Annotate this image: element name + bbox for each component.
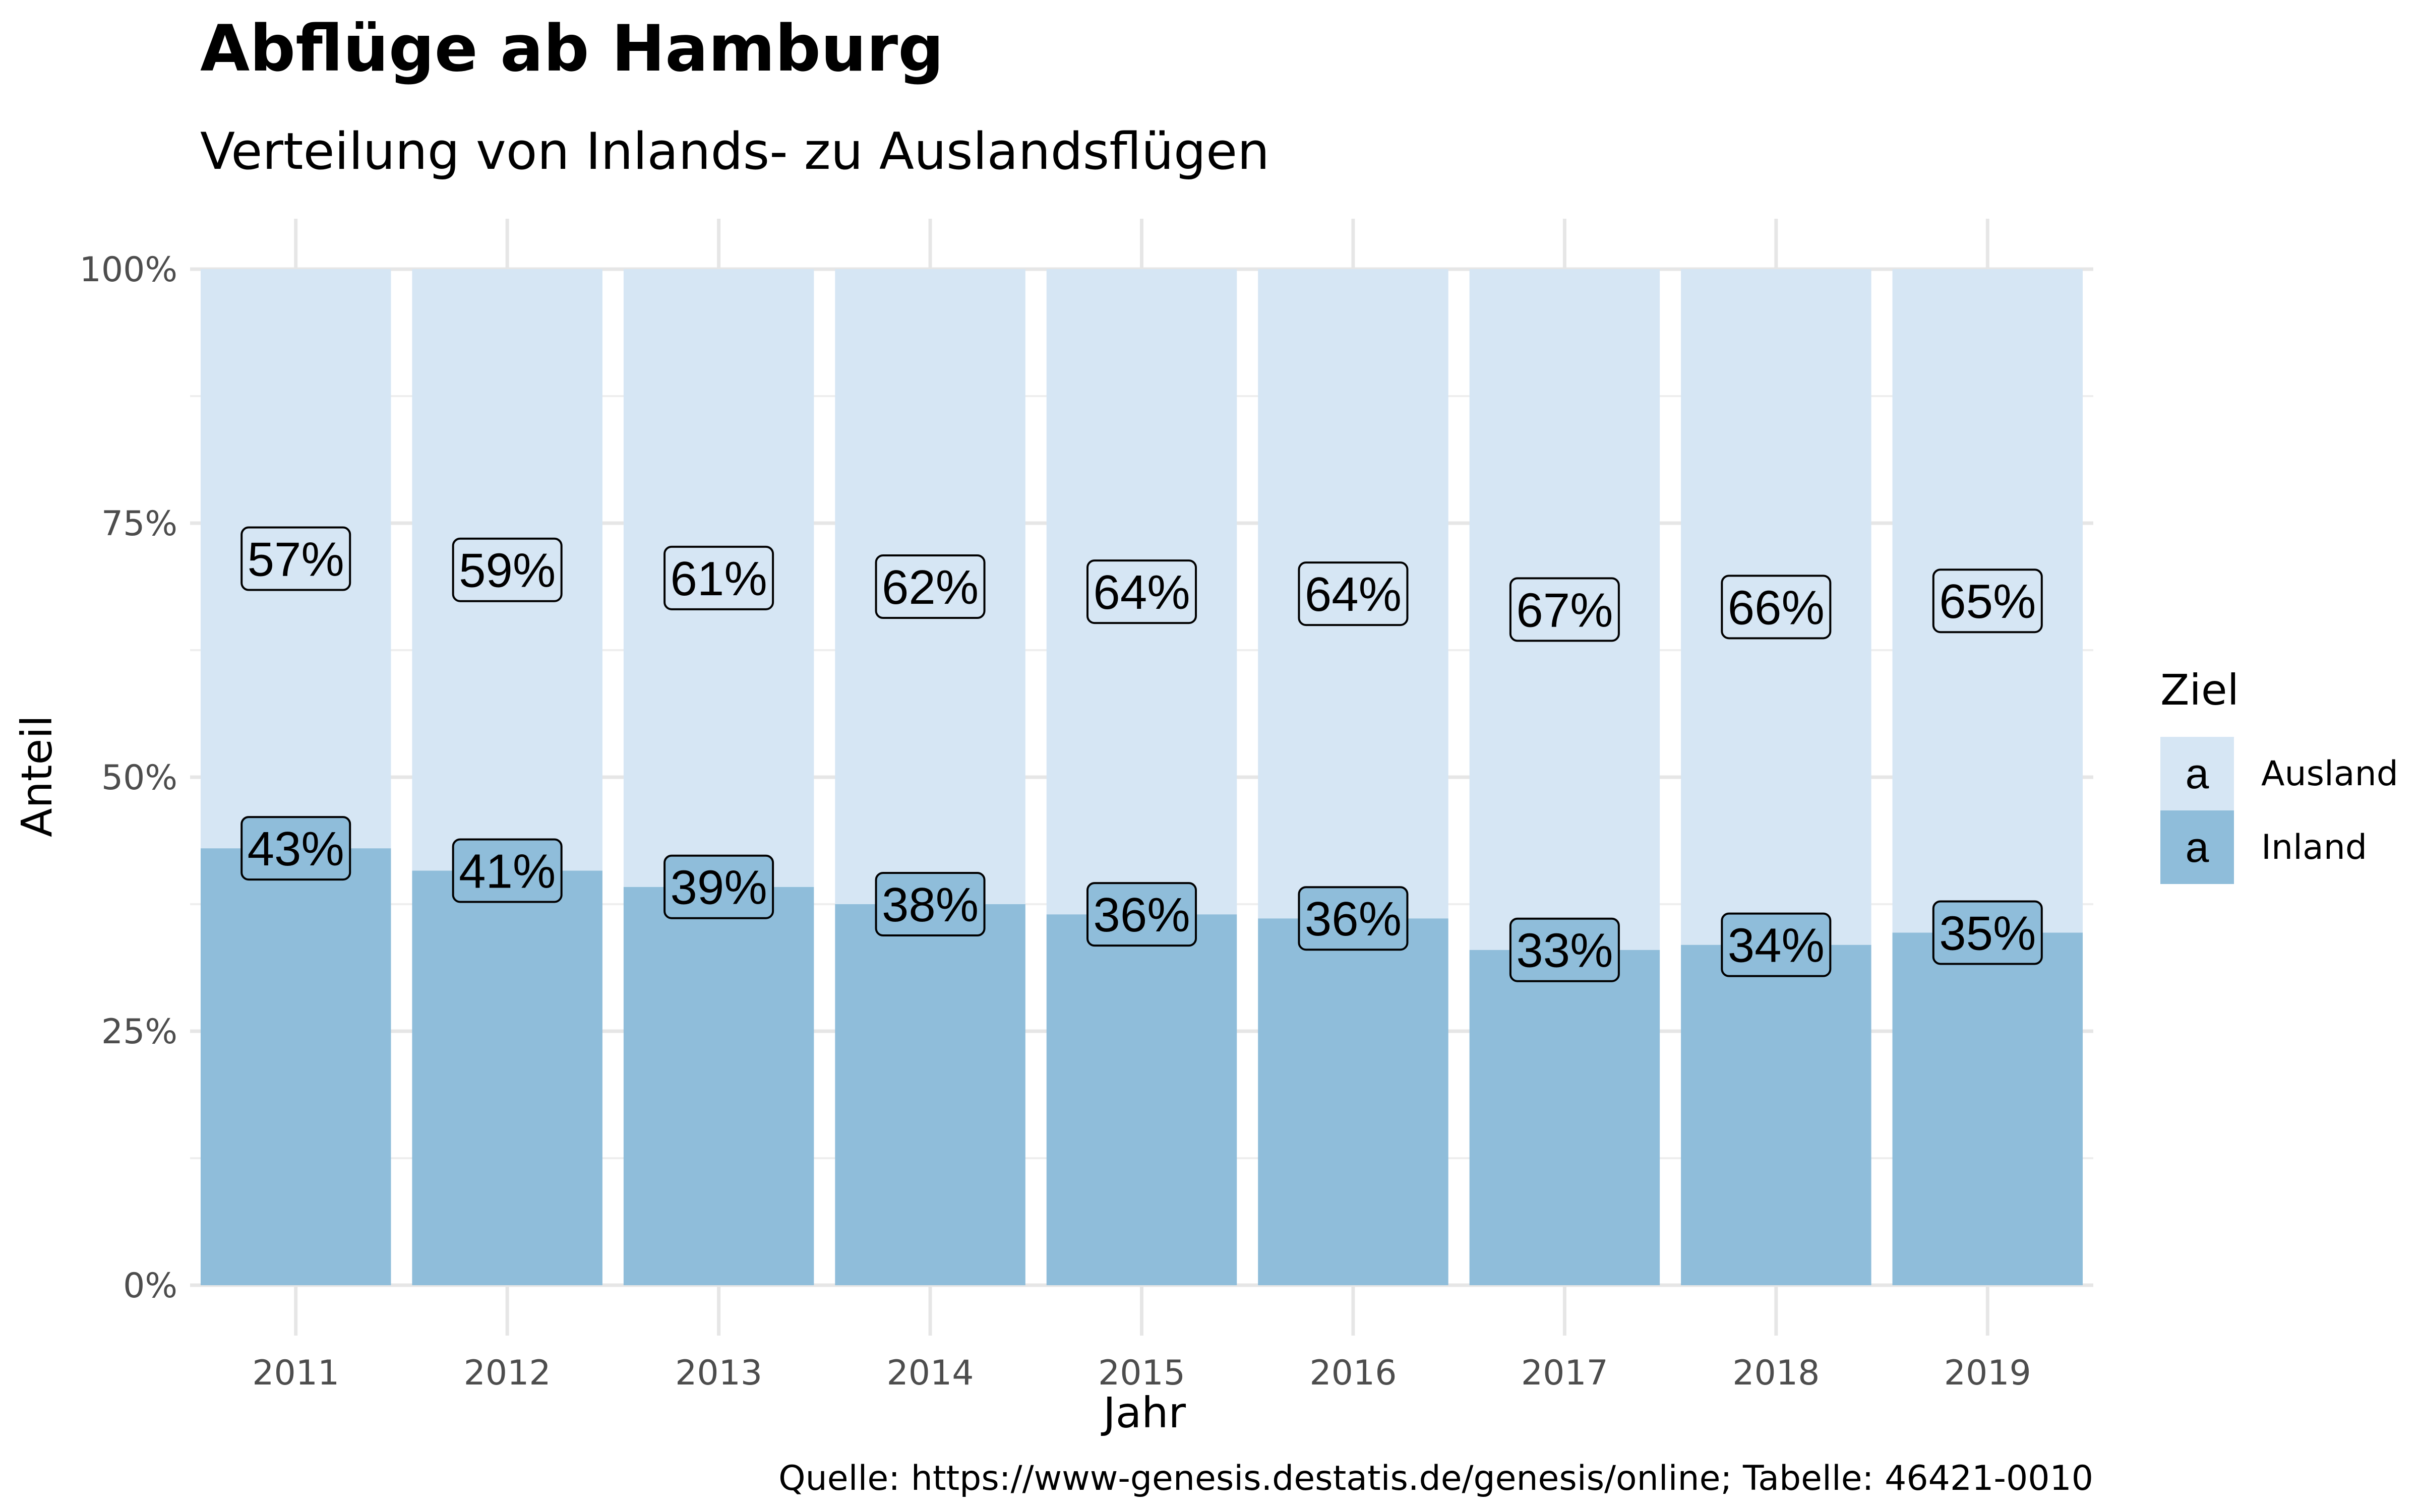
data-label-ausland-2017: 67%	[1509, 577, 1620, 642]
bar-inland-2019	[1892, 932, 2083, 1285]
data-label-box	[452, 838, 563, 903]
x-tick-label: 2011	[252, 1353, 339, 1393]
data-label-box	[875, 872, 986, 936]
data-label-text: 65%	[1939, 575, 2036, 628]
data-label-box	[663, 545, 774, 610]
data-label-ausland-2016: 64%	[1298, 561, 1409, 626]
data-label-inland-2011: 43%	[240, 816, 351, 881]
data-label-ausland-2015: 64%	[1086, 559, 1197, 624]
bars	[200, 269, 2083, 1285]
x-tick-label: 2017	[1521, 1353, 1608, 1393]
data-label-text: 33%	[1516, 924, 1613, 978]
legend: Ziel a Ausland a Inland	[2160, 665, 2398, 884]
data-label-text: 59%	[459, 544, 556, 598]
bar-inland-2014	[835, 904, 1025, 1285]
data-label-box	[1509, 917, 1620, 982]
x-tick-label: 2016	[1309, 1353, 1397, 1393]
data-label-text: 62%	[882, 560, 979, 614]
data-label-box	[1509, 577, 1620, 642]
data-label-box	[1721, 575, 1832, 640]
data-label-ausland-2013: 61%	[663, 545, 774, 610]
data-label-ausland-2011: 57%	[240, 526, 351, 591]
data-label-box	[1932, 900, 2043, 965]
bar-inland-2012	[412, 870, 602, 1285]
data-label-box	[1932, 569, 2043, 634]
y-tick-label: 25%	[101, 1012, 177, 1052]
data-label-text: 64%	[1305, 568, 1402, 621]
data-label-box	[452, 537, 563, 602]
data-label-inland-2019: 35%	[1932, 900, 2043, 965]
data-label-text: 36%	[1305, 892, 1402, 946]
data-label-inland-2017: 33%	[1509, 917, 1620, 982]
data-label-text: 38%	[882, 878, 979, 932]
legend-key	[2160, 737, 2234, 810]
data-label-box	[1086, 559, 1197, 624]
data-label-box	[1086, 882, 1197, 947]
data-label-text: 57%	[248, 533, 344, 587]
data-label-text: 39%	[671, 861, 767, 915]
x-axis: 2011 2012 2013 2014 2015 2016 2017 2018 2019	[252, 1353, 2031, 1393]
data-label-text: 64%	[1093, 565, 1190, 619]
x-tick-label: 2018	[1732, 1353, 1820, 1393]
legend-label: Ausland	[2261, 754, 2398, 794]
data-label-text: 36%	[1093, 888, 1190, 942]
data-labels: 43% 57% 41% 59% 39% 61% 38% 62% 36% 64% 36% 64% 33% 6…	[240, 526, 2043, 982]
data-label-ausland-2012: 59%	[452, 537, 563, 602]
bar-inland-2011	[200, 848, 391, 1285]
x-tick-label: 2014	[887, 1353, 974, 1393]
legend-key	[2160, 810, 2234, 884]
data-label-inland-2015: 36%	[1086, 882, 1197, 947]
legend-title: Ziel	[2160, 665, 2239, 715]
legend-item-inland: a Inland	[2160, 810, 2367, 884]
x-tick-label: 2013	[675, 1353, 762, 1393]
y-axis-title: Anteil	[12, 715, 62, 837]
data-label-inland-2016: 36%	[1298, 886, 1409, 951]
data-label-text: 67%	[1516, 583, 1613, 637]
chart-caption: Quelle: https://www-genesis.destatis.de/…	[778, 1459, 2093, 1498]
data-label-box	[1721, 912, 1832, 977]
y-tick-label: 0%	[123, 1266, 177, 1306]
data-label-box	[1298, 886, 1409, 951]
bar-inland-2015	[1046, 914, 1237, 1285]
y-axis: 0% 25% 50% 75% 100%	[80, 250, 177, 1306]
y-tick-label: 100%	[80, 250, 177, 290]
x-tick-label: 2015	[1098, 1353, 1185, 1393]
data-label-inland-2013: 39%	[663, 854, 774, 919]
data-label-inland-2012: 41%	[452, 838, 563, 903]
legend-label: Inland	[2261, 828, 2367, 867]
data-label-text: 41%	[459, 844, 556, 898]
legend-item-ausland: a Ausland	[2160, 737, 2398, 810]
data-label-text: 35%	[1939, 906, 2036, 960]
data-label-ausland-2018: 66%	[1721, 575, 1832, 640]
bar-inland-2018	[1681, 944, 1871, 1285]
chart-subtitle: Verteilung von Inlands- zu Auslandsflüge…	[200, 121, 1269, 181]
x-tick-label: 2019	[1944, 1353, 2031, 1393]
legend-key-glyph: a	[2186, 824, 2209, 871]
x-tick-label: 2012	[464, 1353, 551, 1393]
y-tick-label: 75%	[101, 504, 177, 544]
data-label-text: 43%	[248, 822, 344, 876]
data-label-box	[1298, 561, 1409, 626]
data-label-inland-2014: 38%	[875, 872, 986, 936]
x-axis-title: Jahr	[1101, 1388, 1186, 1437]
chart-title: Abflüge ab Hamburg	[200, 11, 944, 86]
data-label-text: 34%	[1728, 919, 1825, 973]
data-label-box	[240, 816, 351, 881]
data-label-text: 66%	[1728, 581, 1825, 635]
legend-key-glyph: a	[2186, 750, 2209, 797]
data-label-ausland-2014: 62%	[875, 554, 986, 619]
data-label-inland-2018: 34%	[1721, 912, 1832, 977]
y-tick-label: 50%	[101, 758, 177, 798]
data-label-text: 61%	[671, 552, 767, 606]
bar-inland-2017	[1469, 950, 1660, 1285]
data-label-box	[875, 554, 986, 619]
bar-inland-2016	[1258, 918, 1448, 1285]
data-label-box	[240, 526, 351, 591]
bar-inland-2013	[623, 887, 814, 1285]
data-label-box	[663, 854, 774, 919]
data-label-ausland-2019: 65%	[1932, 569, 2043, 634]
